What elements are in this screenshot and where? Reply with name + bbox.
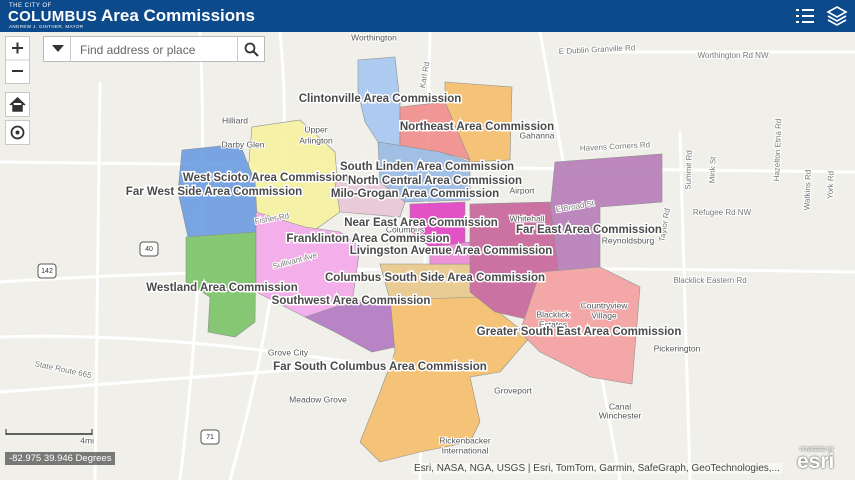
- app-title: Area Commissions: [101, 6, 255, 25]
- search-placeholder[interactable]: Find address or place: [80, 43, 196, 57]
- commission-label[interactable]: Far South Columbus Area Commission: [272, 360, 489, 375]
- place-label: Estates: [539, 319, 567, 329]
- attribution[interactable]: Esri, NASA, NGA, USGS | Esri, TomTom, Ga…: [412, 463, 782, 474]
- commission-label[interactable]: Westland Area Commission: [145, 281, 299, 296]
- road-label: Refugee Rd NW: [693, 208, 752, 217]
- coordinates: -82.975 39.946 Degrees: [5, 452, 116, 465]
- place-label: International: [442, 445, 489, 455]
- place-label: Countryview: [581, 300, 629, 310]
- place-label: Canal: [609, 401, 631, 411]
- road-label: State Route 665: [34, 359, 93, 380]
- place-label: Gahanna: [520, 130, 555, 140]
- place-label: Airport: [509, 185, 535, 195]
- place-label: Hilliard: [222, 115, 248, 125]
- road-label: Summit Rd: [683, 150, 693, 190]
- place-label: Whitehall: [510, 213, 545, 223]
- route-shield: [200, 429, 220, 445]
- commission-label[interactable]: South Linden Area Commission: [338, 160, 515, 175]
- commission-label[interactable]: Franklinton Area Commission: [285, 232, 451, 247]
- commission-label[interactable]: North Central Area Commission: [346, 174, 523, 189]
- road-label: Blacklick Eastern Rd: [673, 276, 746, 285]
- place-label: Worthington: [351, 32, 397, 42]
- commission-label[interactable]: Milo-Grogan Area Commission: [329, 187, 500, 202]
- commission-label[interactable]: Greater South East Area Commission: [475, 325, 683, 340]
- commission-label[interactable]: Columbus South Side Area Commission: [323, 271, 546, 286]
- place-label: Winchester: [599, 410, 642, 420]
- commission-label[interactable]: Far West Side Area Commission: [124, 185, 303, 200]
- commission-label[interactable]: Near East Area Commission: [343, 216, 500, 231]
- road-label: Havens Corners Rd: [580, 140, 651, 153]
- place-label: Arlington: [299, 135, 333, 145]
- commission-areas: [177, 56, 663, 463]
- route-shield-label: 142: [41, 268, 53, 275]
- divider: [237, 37, 238, 61]
- home-button[interactable]: [5, 92, 30, 117]
- logo-small: THE CITY OF: [9, 3, 52, 9]
- header: THE CITY OF COLUMBUS ANDREW J. GINTHER, …: [0, 0, 855, 32]
- place-label: Blacklick: [536, 309, 570, 319]
- zoom-icons[interactable]: [6, 37, 29, 83]
- layers-button[interactable]: [826, 5, 848, 27]
- place-label: Grove City: [268, 347, 309, 357]
- place-label: Darby Glen: [222, 139, 265, 149]
- map[interactable]: E Dublin Granville Rd Worthington Rd NW Ha…: [0, 32, 855, 480]
- road-label: Watkins Rd: [802, 170, 812, 211]
- greater-south-east-area[interactable]: [519, 266, 641, 385]
- road-label: E Dublin Granville Rd: [559, 43, 636, 56]
- logo[interactable]: COLUMBUS: [8, 8, 98, 25]
- place-label: Village: [591, 310, 617, 320]
- commission-label[interactable]: Livingston Avenue Area Commission: [348, 244, 554, 259]
- legend-button[interactable]: [794, 6, 816, 26]
- map-labels: E Dublin Granville Rd Worthington Rd NW Ha…: [33, 32, 837, 456]
- place-label: Meadow Grove: [289, 394, 347, 404]
- place-label: Upper: [304, 124, 327, 134]
- zoom-controls: [5, 36, 30, 84]
- place-label: Rickenbacker: [439, 435, 491, 445]
- commission-label[interactable]: Clintonville Area Commission: [297, 92, 463, 107]
- place-label: Columbus: [386, 224, 424, 234]
- road-label: Mink St: [708, 156, 718, 184]
- esri-logo[interactable]: esri: [797, 450, 835, 473]
- road-label: York Rd: [826, 171, 836, 199]
- route-shield-label: 71: [206, 434, 214, 441]
- place-label: Groveport: [494, 385, 532, 395]
- commission-label[interactable]: West Scioto Area Commission: [181, 171, 350, 186]
- commission-label[interactable]: Far East Area Commission: [515, 223, 664, 238]
- place-label: Pickerington: [654, 343, 701, 353]
- search-dropdown[interactable]: [52, 45, 64, 53]
- logo-tagline: ANDREW J. GINTHER, MAYOR: [9, 24, 84, 29]
- commission-label[interactable]: Southwest Area Commission: [270, 294, 432, 309]
- scale-label: 4mi: [80, 435, 94, 445]
- road-label: Worthington Rd NW: [698, 51, 769, 60]
- milo-grogan-area[interactable]: [334, 181, 406, 218]
- esri-powered: POWERED BY: [800, 447, 834, 453]
- road-label: Hazelton Etna Rd: [772, 118, 783, 181]
- scale-bar: 4mi: [5, 429, 95, 446]
- route-shield: [37, 263, 57, 279]
- place-label: Reynoldsburg: [602, 235, 655, 245]
- route-shield: [139, 241, 159, 257]
- search-box[interactable]: Find address or place: [43, 36, 265, 62]
- route-shield-label: 40: [145, 246, 153, 253]
- commission-label[interactable]: Northeast Area Commission: [398, 120, 555, 135]
- divider: [70, 37, 71, 61]
- search-button[interactable]: [244, 42, 259, 57]
- franklinton-area[interactable]: [255, 211, 361, 318]
- locate-button[interactable]: [5, 120, 30, 145]
